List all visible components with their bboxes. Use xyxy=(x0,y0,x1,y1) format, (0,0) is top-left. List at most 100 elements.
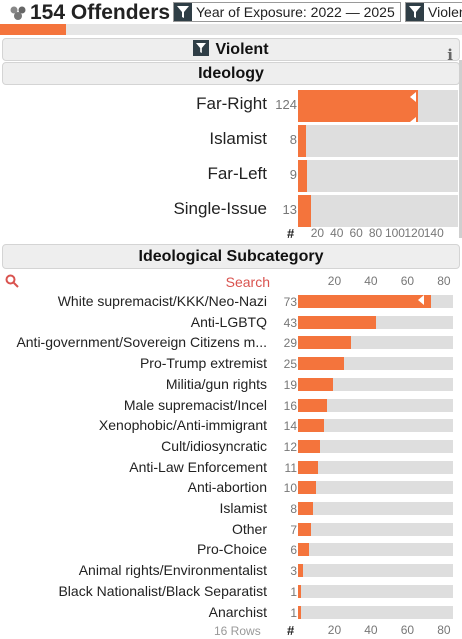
bar xyxy=(298,523,311,536)
bar xyxy=(298,125,306,157)
bar-track xyxy=(298,399,453,412)
ideology-count: 8 xyxy=(289,132,297,147)
axis-tick: 40 xyxy=(330,226,344,240)
subcategory-count: 25 xyxy=(283,357,297,371)
subcategory-count: 11 xyxy=(284,461,297,475)
filter-icon[interactable] xyxy=(193,40,210,56)
ideology-row[interactable]: Single-Issue 13 xyxy=(0,195,462,227)
bar xyxy=(298,543,309,556)
axis-tick: 80 xyxy=(437,623,451,637)
subcategory-row[interactable]: White supremacist/KKK/Neo-Nazi 73 xyxy=(0,293,462,311)
selection-handle-icon[interactable] xyxy=(415,292,425,313)
axis-hash: # xyxy=(287,623,295,638)
filter-pill-violent[interactable]: Violent xyxy=(405,2,462,22)
ideology-row[interactable]: Far-Right 124 xyxy=(0,90,462,127)
bar-track xyxy=(298,378,453,391)
bar xyxy=(298,336,351,349)
axis-tick: 60 xyxy=(400,623,415,637)
subcategory-row[interactable]: Male supremacist/Incel 16 xyxy=(0,397,462,415)
bar xyxy=(298,195,311,227)
subcategory-label: Black Nationalist/Black Separatist xyxy=(58,583,267,599)
subcategory-row[interactable]: Anti-Law Enforcement 11 xyxy=(0,459,462,477)
subcategory-label: Anti-abortion xyxy=(187,479,267,495)
axis-hash: # xyxy=(287,226,295,241)
subcategory-count: 29 xyxy=(283,336,297,350)
axis-tick: 140 xyxy=(423,226,444,240)
subcategory-label: Xenophobic/Anti-immigrant xyxy=(98,417,267,433)
violent-panel-header: Violent i xyxy=(2,38,460,64)
subcategory-row[interactable]: Animal rights/Environmentalist 3 xyxy=(0,562,462,580)
subcategory-row[interactable]: Cult/idiosyncratic 12 xyxy=(0,438,462,456)
bar xyxy=(298,90,418,122)
subcategory-label: Pro-Trump extremist xyxy=(139,355,267,371)
ideology-panel-header: Ideology xyxy=(2,62,460,85)
axis-tick: 20 xyxy=(327,274,342,288)
axis-tick: 40 xyxy=(364,623,378,637)
subcategory-row[interactable]: Anti-abortion 10 xyxy=(0,479,462,497)
bar-track xyxy=(298,357,453,370)
axis-tick: 40 xyxy=(364,274,378,288)
subcategory-label: Animal rights/Environmentalist xyxy=(78,562,267,578)
ideology-label: Single-Issue xyxy=(173,199,267,218)
subcategory-count: 43 xyxy=(283,316,297,330)
ideology-row[interactable]: Far-Left 9 xyxy=(0,160,462,192)
bar xyxy=(298,502,313,515)
filter-icon xyxy=(406,3,424,21)
ideology-label: Far-Left xyxy=(207,164,267,183)
row-count: 16 Rows xyxy=(214,624,261,638)
ideology-title: Ideology xyxy=(198,65,264,82)
bar-track xyxy=(298,160,458,192)
subcategory-label: Cult/idiosyncratic xyxy=(161,438,267,454)
subcategory-row[interactable]: Pro-Choice 6 xyxy=(0,541,462,559)
bar-track xyxy=(298,440,453,453)
filter-pill-year[interactable]: Year of Exposure: 2022 — 2025 xyxy=(173,2,401,22)
axis-tick: 120 xyxy=(404,226,425,240)
ideology-label: Islamist xyxy=(209,129,267,148)
subcategory-count: 73 xyxy=(283,295,297,309)
subcategory-row[interactable]: Xenophobic/Anti-immigrant 14 xyxy=(0,417,462,435)
bar-track xyxy=(298,481,453,494)
subcategory-count: 19 xyxy=(283,378,297,392)
subcategory-label: Anti-Law Enforcement xyxy=(129,459,267,475)
ideology-count: 9 xyxy=(289,167,297,182)
bar xyxy=(298,440,320,453)
group-icon xyxy=(10,6,26,20)
search-input[interactable] xyxy=(25,273,270,290)
selection-handle-icon[interactable] xyxy=(406,90,416,140)
subcategory-label: Anarchist xyxy=(208,604,267,620)
axis-tick: 80 xyxy=(437,274,451,288)
subcategory-count: 6 xyxy=(290,543,297,557)
bar xyxy=(298,399,327,412)
subcategory-row[interactable]: Anti-LGBTQ 43 xyxy=(0,314,462,332)
subcategory-row[interactable]: Black Nationalist/Black Separatist 1 xyxy=(0,583,462,601)
subcategory-label: Militia/gun rights xyxy=(165,376,267,392)
info-icon[interactable]: i xyxy=(447,46,453,64)
subcategory-row[interactable]: Islamist 8 xyxy=(0,500,462,518)
subcategory-count: 16 xyxy=(283,399,297,413)
ideology-row[interactable]: Islamist 8 xyxy=(0,125,462,157)
bar xyxy=(298,378,333,391)
subcategory-row[interactable]: Anti-government/Sovereign Citizens m... 2… xyxy=(0,334,462,352)
subcategory-panel-header: Ideological Subcategory xyxy=(2,244,460,269)
subcategory-count: 8 xyxy=(290,502,297,516)
bar-track xyxy=(298,606,453,619)
subcategory-label: Pro-Choice xyxy=(196,541,267,557)
bar-track xyxy=(298,195,458,227)
axis-tick: 60 xyxy=(349,226,363,240)
bar xyxy=(298,606,301,619)
axis-tick: 20 xyxy=(310,226,325,240)
subcategory-row[interactable]: Other 7 xyxy=(0,521,462,539)
subcategory-row[interactable]: Militia/gun rights 19 xyxy=(0,376,462,394)
search-box[interactable] xyxy=(5,273,270,290)
scrollbar[interactable] xyxy=(459,60,462,238)
subcategory-row[interactable]: Pro-Trump extremist 25 xyxy=(0,355,462,373)
bar xyxy=(298,481,316,494)
progress-track xyxy=(0,24,462,35)
subcategory-row[interactable]: Anarchist 1 xyxy=(0,604,462,622)
bar xyxy=(298,585,301,598)
ideology-label: Far-Right xyxy=(196,94,267,113)
bar xyxy=(298,419,324,432)
bar xyxy=(298,564,303,577)
bar-track xyxy=(298,336,453,349)
bar-track xyxy=(298,502,453,515)
